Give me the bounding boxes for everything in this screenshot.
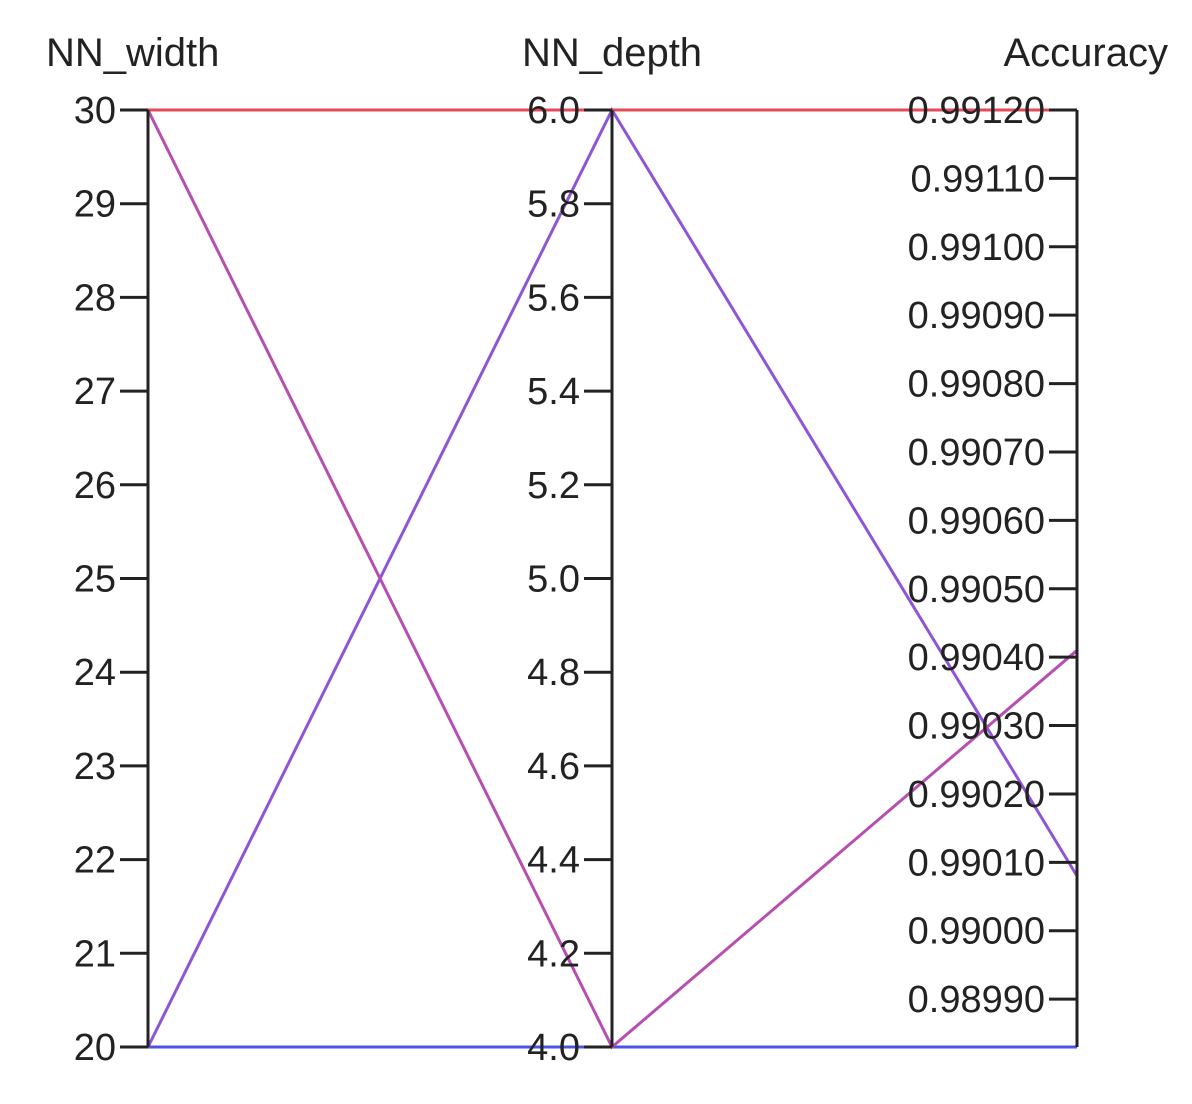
tick-label: 0.99060 [908, 500, 1045, 542]
tick-label: 0.99110 [910, 158, 1045, 200]
tick-label: 0.99100 [908, 227, 1045, 269]
tick-label: 5.2 [527, 465, 580, 507]
axis-title-nn-depth: NN_depth [522, 31, 702, 75]
axis-nn-width: NN_width 20 21 22 23 24 25 26 27 28 29 30 [46, 31, 219, 1069]
tick-label: 0.99040 [908, 637, 1045, 679]
tick-label: 4.8 [527, 652, 580, 694]
tick-label: 24 [74, 652, 116, 694]
tick-label: 29 [74, 184, 116, 226]
axis-accuracy: Accuracy 0.98990 0.99000 0.99010 0.99020 0.99… [908, 31, 1168, 1047]
tick-label: 27 [74, 371, 116, 413]
tick-label: 23 [74, 746, 116, 788]
tick-label: 26 [74, 465, 116, 507]
tick-label: 6.0 [527, 90, 580, 132]
tick-label: 0.99090 [908, 295, 1045, 337]
tick-label: 5.6 [527, 277, 580, 319]
tick-label: 22 [74, 840, 116, 882]
tick-label: 0.99000 [908, 911, 1045, 953]
axis-title-accuracy: Accuracy [1004, 31, 1169, 75]
tick-label: 5.0 [527, 559, 580, 601]
tick-label: 4.4 [527, 840, 580, 882]
tick-label: 30 [74, 90, 116, 132]
tick-label: 0.98990 [908, 979, 1045, 1021]
tick-label: 5.4 [527, 371, 580, 413]
tick-label: 21 [74, 933, 116, 975]
tick-label: 0.99030 [908, 706, 1045, 748]
tick-label: 0.99080 [908, 364, 1045, 406]
tick-label: 0.99120 [908, 90, 1045, 132]
tick-label: 4.2 [527, 933, 580, 975]
tick-label: 0.99050 [908, 569, 1045, 611]
tick-label: 4.6 [527, 746, 580, 788]
tick-label: 4.0 [527, 1027, 580, 1069]
tick-label: 0.99010 [908, 842, 1045, 884]
tick-label: 0.99070 [908, 432, 1045, 474]
tick-label: 20 [74, 1027, 116, 1069]
axes-layer: NN_width 20 21 22 23 24 25 26 27 28 29 30 NN_depth 4.… [46, 31, 1168, 1069]
tick-label: 0.99020 [908, 774, 1045, 816]
tick-label: 25 [74, 559, 116, 601]
axis-title-nn-width: NN_width [46, 31, 219, 75]
tick-label: 5.8 [527, 184, 580, 226]
tick-label: 28 [74, 277, 116, 319]
axis-nn-depth: NN_depth 4.0 4.2 4.4 4.6 4.8 5.0 5.2 5.4 5.6 5.8 6.… [522, 31, 702, 1069]
